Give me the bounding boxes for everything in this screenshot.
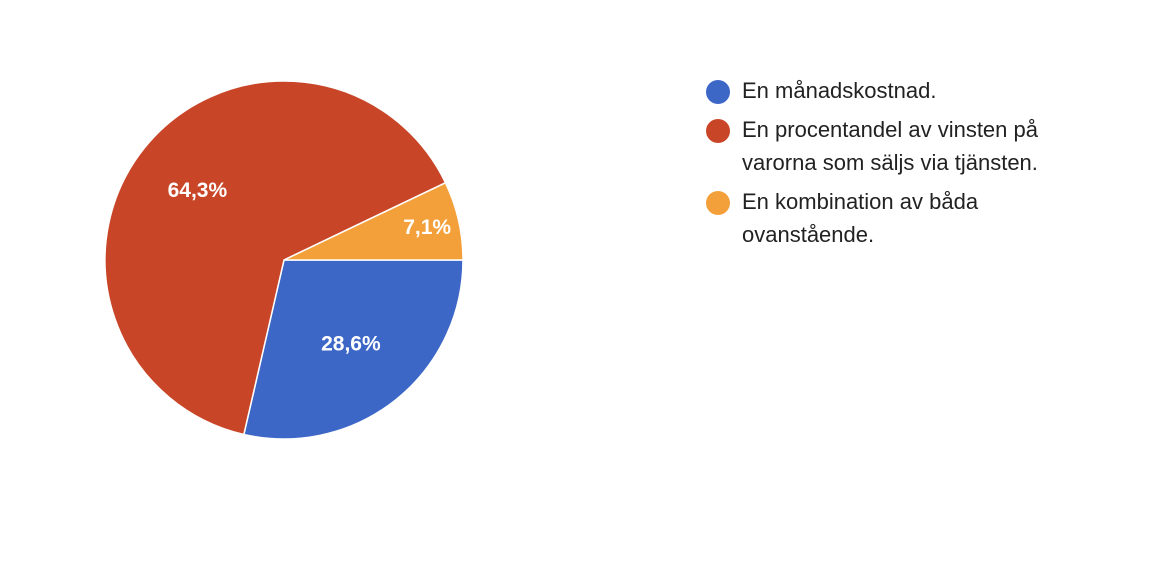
legend-label-profit-share: En procentandel av vinsten på varorna so… (742, 117, 1038, 175)
pie-slice-profit-share[interactable] (104, 80, 447, 436)
legend-item-profit-share[interactable]: En procentandel av vinsten på varorna so… (706, 117, 1126, 179)
legend-swatch-profit-share (706, 119, 730, 143)
pie-slice-monthly-cost[interactable] (242, 259, 464, 440)
legend-swatch-monthly-cost (706, 80, 730, 104)
slice-value-label-profit-share: 64,3% (168, 179, 228, 202)
pie-slice-combination[interactable] (283, 181, 464, 261)
legend-item-combination[interactable]: En kombination av båda ovanstående. (706, 189, 1126, 251)
legend-swatch-combination (706, 191, 730, 215)
legend-item-monthly-cost[interactable]: En månadskostnad. (706, 78, 1126, 107)
slice-value-label-combination: 7,1% (403, 216, 451, 239)
legend-label-monthly-cost: En månadskostnad. (742, 78, 937, 103)
slice-value-label-monthly-cost: 28,6% (321, 333, 381, 356)
legend-label-combination: En kombination av båda ovanstående. (742, 189, 979, 247)
legend: En månadskostnad. En procentandel av vin… (706, 78, 1126, 261)
